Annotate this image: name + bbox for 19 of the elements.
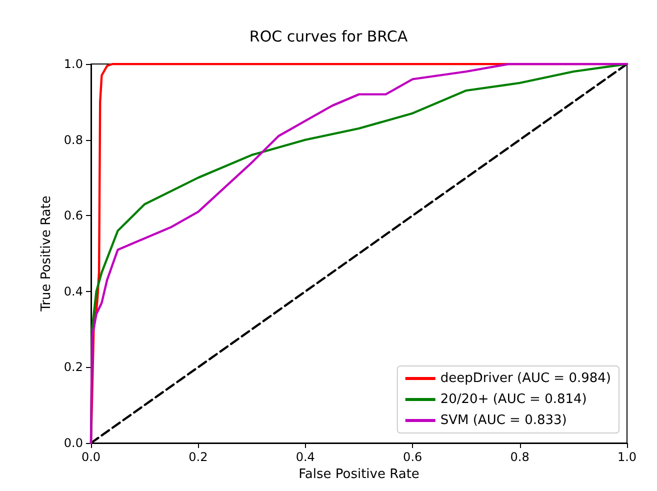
y-tick-label: 0.2	[64, 360, 83, 374]
x-axis-title: False Positive Rate	[298, 466, 420, 482]
x-tick-label: 0.6	[403, 450, 422, 464]
y-tick-label: 1.0	[64, 57, 83, 71]
y-tick-label: 0.0	[64, 436, 83, 450]
y-tick-label: 0.6	[64, 208, 83, 223]
chart-title: ROC curves for BRCA	[249, 28, 408, 46]
x-tick-label: 0.4	[296, 450, 315, 464]
x-tick-label: 0.0	[81, 450, 101, 464]
legend-label: deepDriver (AUC = 0.984)	[440, 371, 612, 386]
y-axis-title: True Positive Rate	[39, 196, 54, 312]
legend-label: SVM (AUC = 0.833)	[440, 413, 567, 428]
y-tick-label: 0.8	[64, 132, 83, 147]
line-series	[90, 62, 628, 444]
y-tick-label: 0.4	[64, 284, 83, 298]
legend-label: 20/20+ (AUC = 0.814)	[440, 392, 587, 407]
x-tick-label: 0.2	[188, 450, 208, 464]
x-tick-label: 1.0	[617, 450, 637, 464]
x-tick-label: 0.8	[510, 450, 530, 464]
